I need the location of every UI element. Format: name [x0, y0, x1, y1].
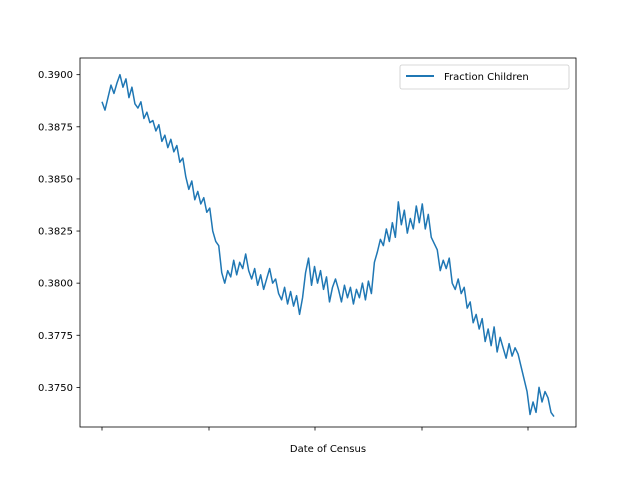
y-axis-ticks: 0.3750 0.3775 0.3800 0.3825 0.3850 0.3875 0.39…: [38, 70, 80, 394]
series-line-fraction-children: [101, 73, 555, 418]
y-tick-label: 0.3900: [38, 70, 73, 81]
x-axis-label: Date of Census: [290, 444, 366, 455]
y-tick-label: 0.3850: [38, 174, 73, 185]
legend-label: Fraction Children: [444, 72, 529, 83]
x-axis-ticks: [101, 427, 529, 431]
plot-area: [80, 58, 576, 427]
y-tick-label: 0.3825: [38, 227, 73, 238]
y-tick-label: 0.3750: [38, 383, 73, 394]
plot-frame: [79, 57, 577, 428]
y-tick-label: 0.3800: [38, 279, 73, 290]
y-tick-label: 0.3875: [38, 122, 73, 133]
y-tick-label: 0.3775: [38, 331, 73, 342]
series-layer: [101, 73, 555, 418]
legend: Fraction Children: [399, 64, 570, 90]
legend-box: [399, 64, 570, 90]
